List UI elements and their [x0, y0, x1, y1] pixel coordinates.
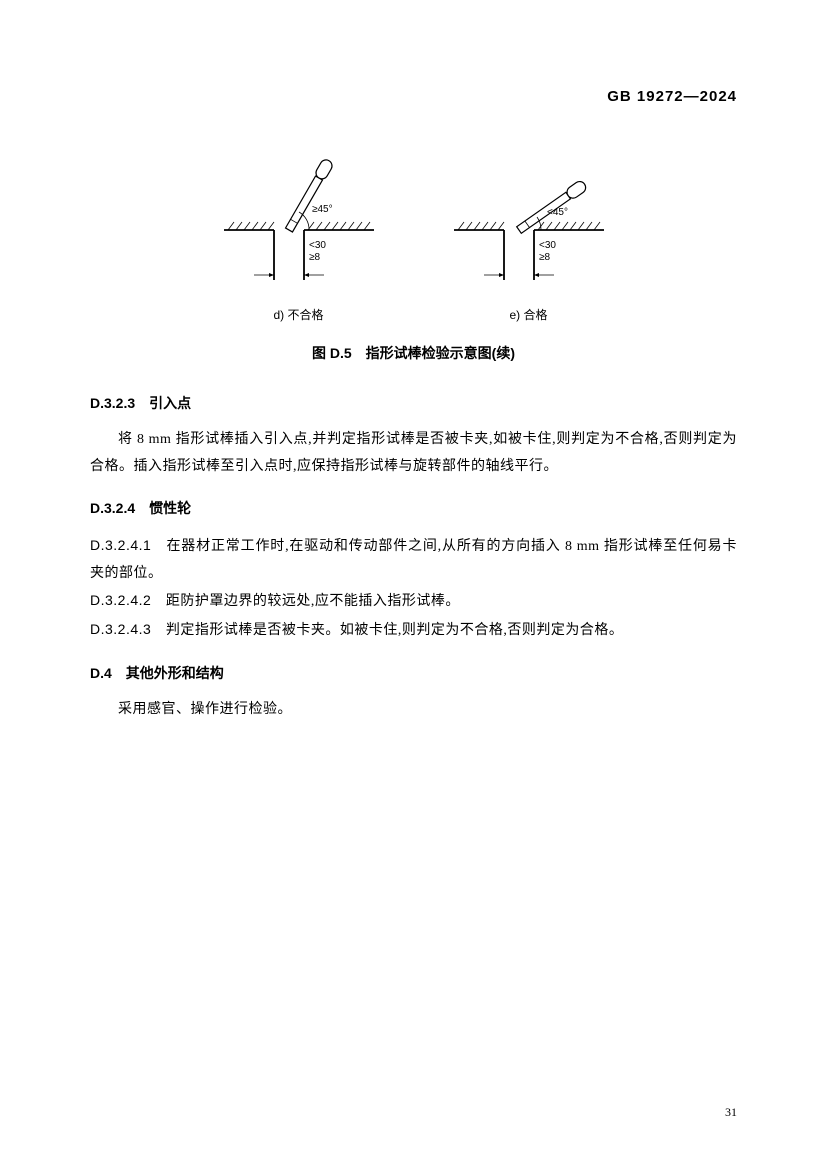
clause-num: D.3.2.4.2 [90, 592, 151, 608]
clause-text: 距防护罩边界的较远处,应不能插入指形试棒。 [151, 594, 460, 609]
clause-d3241: D.3.2.4.1 在器材正常工作时,在驱动和传动部件之间,从所有的方向插入 8… [90, 532, 737, 587]
figure-area: ≥45° <30 ≥8 d) 不合格 [90, 140, 737, 323]
clause-text: 在器材正常工作时,在驱动和传动部件之间,从所有的方向插入 8 mm 指形试棒至任… [90, 539, 737, 581]
caption-d-text: 不合格 [288, 308, 324, 322]
diagram-d: ≥45° <30 ≥8 d) 不合格 [214, 140, 384, 323]
heading-d323: D.3.2.3 引入点 [90, 393, 737, 413]
angle-e: <45° [547, 207, 568, 218]
caption-e-letter: e) [509, 308, 520, 322]
heading-d4: D.4 其他外形和结构 [90, 663, 737, 683]
clause-d3243: D.3.2.4.3 判定指形试棒是否被卡夹。如被卡住,则判定为不合格,否则判定为… [90, 616, 737, 645]
dim-d-lower: ≥8 [309, 252, 320, 263]
clause-num: D.3.2.4.3 [90, 621, 151, 637]
clause-d3242: D.3.2.4.2 距防护罩边界的较远处,应不能插入指形试棒。 [90, 587, 737, 616]
heading-d324: D.3.2.4 惯性轮 [90, 498, 737, 518]
dim-d-upper: <30 [309, 240, 326, 251]
diagram-e-caption: e) 合格 [509, 306, 547, 323]
diagram-d-caption: d) 不合格 [273, 306, 323, 323]
para-d4: 采用感官、操作进行检验。 [90, 697, 737, 724]
diagram-d-svg: ≥45° <30 ≥8 [214, 140, 384, 300]
figure-title: 图 D.5 指形试棒检验示意图(续) [90, 343, 737, 363]
diagram-e-svg: <45° <30 ≥8 [444, 140, 614, 300]
page-number: 31 [725, 1105, 737, 1120]
clause-num: D.3.2.4.1 [90, 537, 151, 553]
caption-e-text: 合格 [524, 308, 548, 322]
para-d323: 将 8 mm 指形试棒插入引入点,并判定指形试棒是否被卡夹,如被卡住,则判定为不… [90, 427, 737, 480]
angle-d: ≥45° [312, 204, 333, 215]
dim-e-upper: <30 [539, 240, 556, 251]
clause-text: 判定指形试棒是否被卡夹。如被卡住,则判定为不合格,否则判定为合格。 [151, 623, 623, 638]
diagram-e: <45° <30 ≥8 e) 合格 [444, 140, 614, 323]
caption-d-letter: d) [273, 308, 284, 322]
standard-id: GB 19272—2024 [607, 88, 737, 105]
dim-e-lower: ≥8 [539, 252, 550, 263]
